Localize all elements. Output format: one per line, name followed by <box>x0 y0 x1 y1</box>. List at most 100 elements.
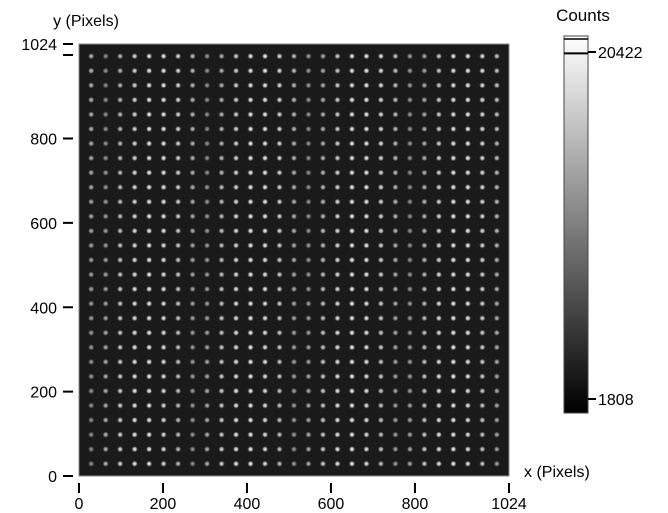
spot <box>421 373 428 380</box>
spot <box>305 96 312 104</box>
x-axis-title: x (Pixels) <box>524 464 590 481</box>
x-tick-label: 1024 <box>491 496 527 513</box>
spot <box>479 431 486 438</box>
spot <box>493 416 501 424</box>
spot <box>116 111 124 118</box>
spot <box>406 96 414 104</box>
spot <box>334 460 341 467</box>
spot <box>363 271 370 278</box>
spot <box>421 154 428 162</box>
spot <box>102 358 109 366</box>
spot <box>435 125 443 133</box>
spot <box>348 227 356 235</box>
spot <box>493 358 501 366</box>
spot <box>290 213 298 220</box>
spot <box>276 344 283 351</box>
spot <box>377 416 385 424</box>
spot <box>218 67 225 74</box>
x-tick-label: 400 <box>234 496 261 513</box>
spot <box>290 140 298 147</box>
spot <box>102 402 109 409</box>
spot <box>435 154 443 162</box>
spot <box>392 373 399 380</box>
spot <box>189 154 196 162</box>
spot <box>464 344 472 351</box>
spot <box>450 227 457 235</box>
spot <box>232 125 240 133</box>
spot <box>319 125 327 133</box>
spot <box>479 300 486 307</box>
spot <box>160 416 167 424</box>
spot <box>348 460 356 467</box>
spot <box>174 242 182 249</box>
spot <box>261 242 269 249</box>
spot <box>377 53 385 60</box>
spot <box>421 125 428 133</box>
spot <box>392 387 399 395</box>
spot <box>406 198 414 205</box>
spot <box>276 402 283 409</box>
spot <box>305 344 312 351</box>
spot <box>87 96 95 104</box>
spot <box>348 402 356 409</box>
spot <box>464 96 472 104</box>
spot <box>174 271 182 278</box>
spot <box>174 198 182 205</box>
spot <box>247 154 254 162</box>
spot <box>87 315 95 322</box>
spot <box>131 154 138 162</box>
spot <box>348 373 356 380</box>
spot <box>247 67 254 74</box>
spot <box>334 242 341 249</box>
spot <box>421 416 428 424</box>
spot <box>203 446 211 453</box>
spot <box>421 329 428 336</box>
spot <box>261 446 269 453</box>
spot <box>348 387 356 395</box>
spot <box>334 227 341 235</box>
spot <box>348 82 356 89</box>
spot <box>189 402 196 409</box>
spot <box>406 242 414 249</box>
spot <box>131 169 138 176</box>
spot <box>363 67 370 74</box>
spot <box>493 431 501 438</box>
spot <box>392 315 399 322</box>
spot <box>174 256 182 264</box>
spot <box>305 315 312 322</box>
spot <box>203 271 211 278</box>
spot <box>102 111 109 118</box>
spot <box>232 431 240 438</box>
spot <box>305 271 312 278</box>
spot <box>203 431 211 438</box>
spot <box>102 285 109 293</box>
spot <box>334 67 341 74</box>
spot <box>116 271 124 278</box>
spot <box>131 300 138 307</box>
spot <box>247 125 254 133</box>
spot <box>464 111 472 118</box>
spot <box>435 416 443 424</box>
spot <box>131 387 138 395</box>
y-axis-title: y (Pixels) <box>53 13 119 30</box>
spot <box>102 96 109 104</box>
spot <box>160 96 167 104</box>
colorbar-max-label: 20422 <box>598 45 643 62</box>
spot <box>102 169 109 176</box>
spot <box>276 154 283 162</box>
spot <box>232 53 240 60</box>
spot <box>479 198 486 205</box>
spot <box>348 329 356 336</box>
spot <box>218 53 225 60</box>
spot <box>305 169 312 176</box>
spot <box>305 431 312 438</box>
spot <box>290 446 298 453</box>
spot <box>174 53 182 60</box>
spot <box>377 154 385 162</box>
spot <box>363 169 370 176</box>
spot <box>450 96 457 104</box>
spot <box>131 198 138 205</box>
spot <box>87 125 95 133</box>
spot <box>261 416 269 424</box>
spot <box>203 227 211 235</box>
